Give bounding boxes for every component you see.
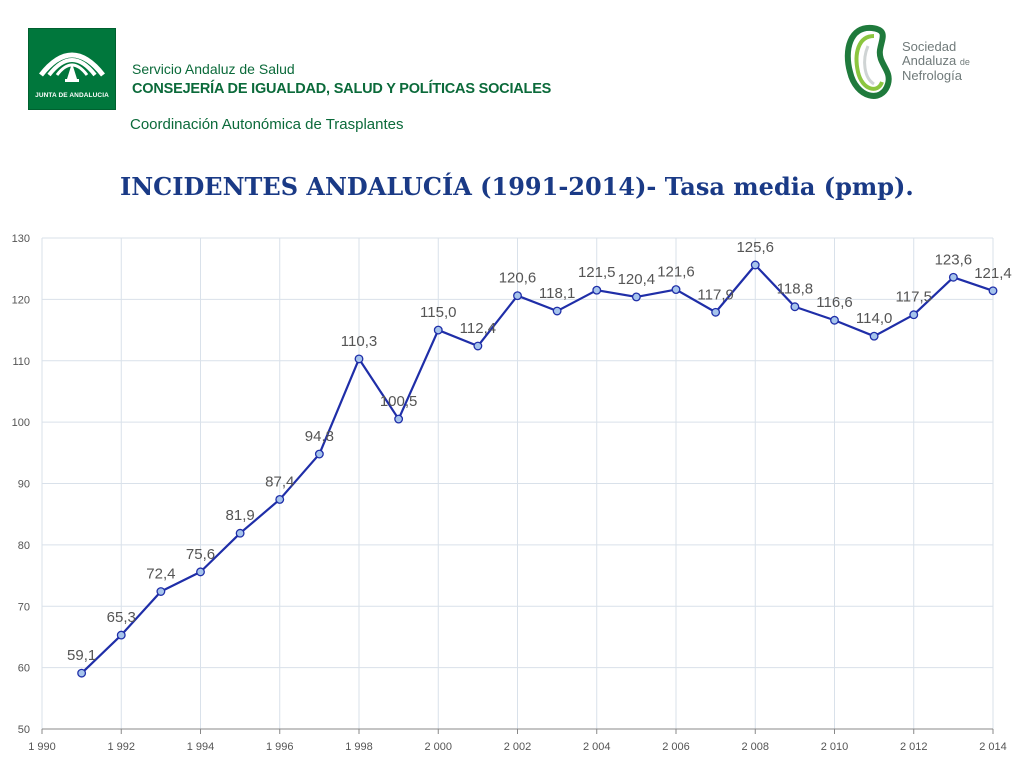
data-point bbox=[711, 307, 721, 317]
society-line-1: Sociedad bbox=[902, 39, 957, 54]
data-label: 72,4 bbox=[146, 566, 175, 583]
y-tick-label: 100 bbox=[12, 417, 30, 429]
society-logo: Sociedad Andaluza de Nefrología bbox=[838, 20, 1008, 120]
y-tick-label: 90 bbox=[18, 479, 30, 491]
consejeria-name: CONSEJERÍA DE IGUALDAD, SALUD Y POLÍTICA… bbox=[132, 81, 552, 97]
service-name: Servicio Andaluz de Salud bbox=[132, 61, 295, 77]
data-label: 59,1 bbox=[67, 647, 96, 664]
data-label: 100,5 bbox=[380, 393, 418, 410]
x-tick-label: 2 004 bbox=[583, 741, 611, 753]
x-tick-label: 2 012 bbox=[900, 741, 928, 753]
data-label: 81,9 bbox=[226, 507, 255, 524]
data-label: 75,6 bbox=[186, 546, 215, 563]
data-label: 65,3 bbox=[107, 609, 136, 626]
junta-logo-text: JUNTA DE ANDALUCIA bbox=[35, 92, 109, 99]
society-line-2: Andaluza de bbox=[902, 54, 970, 69]
data-point bbox=[552, 306, 562, 316]
x-tick-label: 1 992 bbox=[107, 741, 135, 753]
y-tick-label: 120 bbox=[12, 294, 30, 306]
coordinacion-name: Coordinación Autonómica de Trasplantes bbox=[130, 116, 404, 133]
data-point bbox=[513, 291, 522, 301]
data-label: 87,4 bbox=[265, 473, 294, 490]
data-point bbox=[394, 414, 404, 424]
society-de: de bbox=[959, 57, 970, 67]
data-point bbox=[869, 331, 879, 341]
data-point bbox=[196, 567, 205, 577]
data-label: 121,4 bbox=[974, 265, 1012, 282]
x-tick-label: 2 014 bbox=[979, 741, 1007, 753]
data-label: 118,1 bbox=[539, 285, 575, 302]
series-line bbox=[80, 263, 994, 674]
x-tick-label: 1 996 bbox=[266, 741, 294, 753]
y-tick-label: 130 bbox=[12, 233, 30, 245]
data-point bbox=[77, 668, 87, 678]
junta-emblem-icon bbox=[39, 52, 105, 82]
y-tick-label: 110 bbox=[12, 356, 30, 368]
y-tick-label: 70 bbox=[18, 601, 30, 613]
data-label: 117,9 bbox=[697, 286, 733, 303]
data-label: 94,8 bbox=[305, 428, 334, 445]
data-point bbox=[592, 285, 602, 295]
data-point bbox=[948, 272, 958, 282]
data-point bbox=[750, 260, 760, 270]
data-label: 117,5 bbox=[896, 289, 932, 306]
x-tick-label: 2 006 bbox=[662, 741, 690, 753]
data-point bbox=[830, 315, 839, 325]
data-point bbox=[314, 449, 324, 459]
data-point bbox=[671, 285, 681, 295]
data-point bbox=[988, 286, 998, 296]
junta-de-andalucia-logo: JUNTA DE ANDALUCIA bbox=[28, 28, 116, 110]
data-label: 121,6 bbox=[657, 264, 695, 281]
x-tick-label: 2 010 bbox=[821, 741, 849, 753]
x-tick-label: 1 994 bbox=[187, 741, 215, 753]
x-tick-label: 2 000 bbox=[424, 741, 452, 753]
data-label: 125,6 bbox=[736, 239, 774, 256]
data-point bbox=[433, 325, 443, 335]
data-label: 116,6 bbox=[816, 294, 852, 311]
y-tick-label: 60 bbox=[18, 663, 30, 675]
society-name: Sociedad Andaluza de Nefrología bbox=[902, 40, 970, 83]
y-tick-label: 80 bbox=[18, 540, 30, 552]
data-point bbox=[354, 354, 364, 364]
data-point bbox=[275, 495, 285, 504]
header-left: JUNTA DE ANDALUCIA Servicio Andaluz de S… bbox=[28, 28, 588, 138]
data-label: 120,6 bbox=[499, 270, 537, 287]
x-tick-label: 2 008 bbox=[741, 741, 769, 753]
data-label: 120,4 bbox=[618, 271, 656, 288]
data-point bbox=[790, 302, 800, 312]
x-tick-label: 2 002 bbox=[504, 741, 532, 753]
x-tick-label: 1 998 bbox=[345, 741, 373, 753]
chart-title: INCIDENTES ANDALUCÍA (1991-2014)- Tasa m… bbox=[120, 172, 914, 201]
data-point bbox=[156, 587, 166, 596]
data-point bbox=[909, 310, 919, 320]
data-point bbox=[116, 630, 126, 640]
x-tick-label: 1 990 bbox=[28, 741, 56, 753]
data-label: 123,6 bbox=[935, 251, 973, 268]
data-label: 112,4 bbox=[460, 320, 496, 337]
data-point bbox=[473, 341, 483, 351]
data-point bbox=[235, 528, 245, 538]
y-tick-label: 50 bbox=[18, 724, 30, 736]
data-label: 114,0 bbox=[856, 310, 892, 327]
society-line-3: Nefrología bbox=[902, 68, 962, 83]
data-label: 118,8 bbox=[777, 281, 813, 298]
data-label: 115,0 bbox=[420, 304, 456, 321]
data-label: 110,3 bbox=[341, 333, 377, 350]
data-label: 121,5 bbox=[578, 264, 616, 281]
data-point bbox=[631, 292, 641, 302]
society-andaluza: Andaluza bbox=[902, 53, 957, 68]
kidney-logo-icon bbox=[844, 24, 892, 99]
line-chart: 50 60 70 80 90 100 110 120 130 1 990 1 992 1 994 1 9… bbox=[12, 233, 1012, 753]
